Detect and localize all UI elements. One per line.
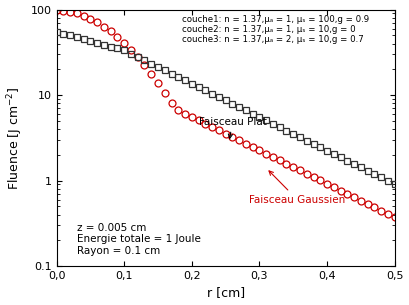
Text: z = 0.005 cm
Energie totale = 1 Joule
Rayon = 0.1 cm: z = 0.005 cm Energie totale = 1 Joule Ra… xyxy=(77,223,201,256)
Text: couche1: n = 1.37,μₐ = 1, μₛ = 100,g = 0.9
couche2: n = 1.37,μₐ = 1, μₛ = 10,g =: couche1: n = 1.37,μₐ = 1, μₛ = 100,g = 0… xyxy=(182,15,369,45)
Y-axis label: Fluence [J cm$^{-2}$]: Fluence [J cm$^{-2}$] xyxy=(6,86,25,189)
Text: Faisceau Gaussien: Faisceau Gaussien xyxy=(249,171,346,205)
X-axis label: r [cm]: r [cm] xyxy=(207,286,245,300)
Text: Faisceau Plat: Faisceau Plat xyxy=(199,117,266,138)
